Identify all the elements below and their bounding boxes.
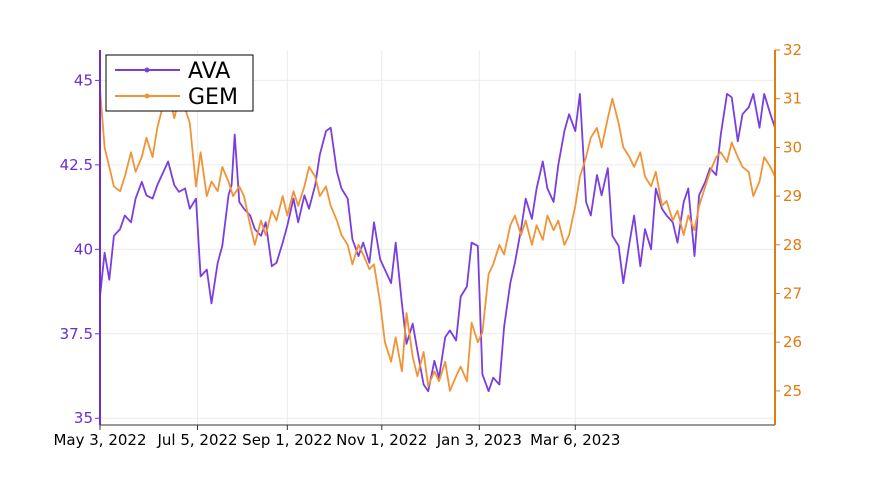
right-y-axis-ticks: 25 26 27 28 29 30 31 32 xyxy=(775,41,802,400)
x-tick-label: Mar 6, 2023 xyxy=(530,431,620,449)
right-y-tick-label: 29 xyxy=(783,187,802,205)
x-tick-label: Jan 3, 2023 xyxy=(436,431,522,449)
x-tick-label: Jul 5, 2022 xyxy=(156,431,237,449)
right-y-tick-label: 30 xyxy=(783,138,802,156)
left-y-tick-label: 35 xyxy=(74,409,93,427)
x-tick-label: May 3, 2022 xyxy=(53,431,146,449)
legend-label-gem: GEM xyxy=(188,85,238,110)
right-y-tick-label: 32 xyxy=(783,41,802,59)
left-y-tick-label: 42.5 xyxy=(60,156,93,174)
series-line-ava xyxy=(99,93,776,393)
legend-marker-ava xyxy=(144,67,150,73)
right-y-tick-label: 31 xyxy=(783,90,802,108)
right-y-tick-label: 25 xyxy=(783,382,802,400)
right-y-tick-label: 28 xyxy=(783,236,802,254)
series-lines xyxy=(99,88,776,393)
left-y-tick-label: 45 xyxy=(74,71,93,89)
left-y-axis-ticks: 35 37.5 40 42.5 45 xyxy=(60,71,100,427)
legend-marker-gem xyxy=(144,93,150,99)
legend-label-ava: AVA xyxy=(188,59,230,84)
left-y-tick-label: 40 xyxy=(74,240,93,258)
x-tick-label: Sep 1, 2022 xyxy=(242,431,332,449)
series-line-gem xyxy=(99,88,776,392)
legend-box xyxy=(105,54,254,112)
axes xyxy=(99,50,776,426)
left-y-tick-label: 37.5 xyxy=(60,325,93,343)
x-axis-ticks: May 3, 2022 Jul 5, 2022 Sep 1, 2022 Nov 1, … xyxy=(53,425,620,449)
right-y-tick-label: 26 xyxy=(783,333,802,351)
right-y-tick-label: 27 xyxy=(783,285,802,303)
x-tick-label: Nov 1, 2022 xyxy=(336,431,427,449)
